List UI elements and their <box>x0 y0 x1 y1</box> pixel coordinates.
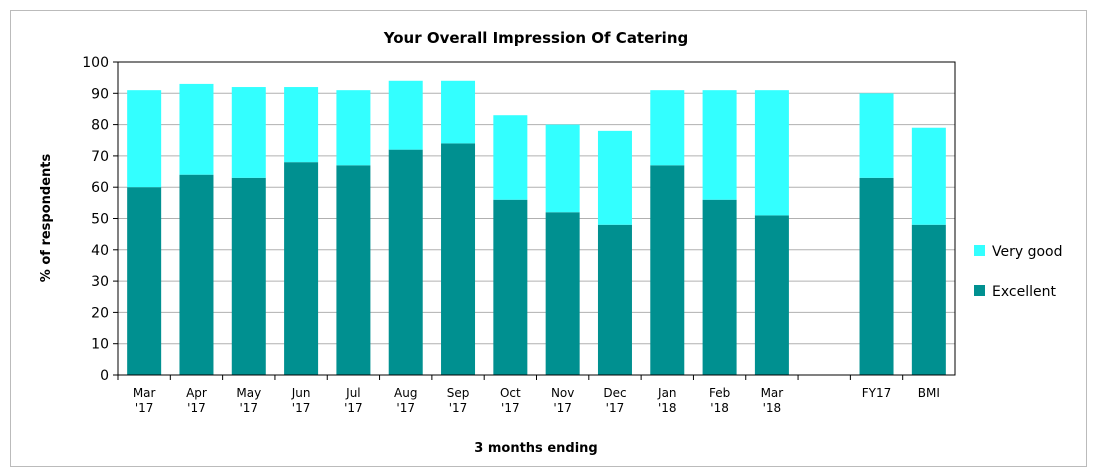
legend-swatch <box>974 285 985 296</box>
bar-segment <box>284 87 319 163</box>
legend-swatch <box>974 245 985 256</box>
x-tick-label: Feb '18 <box>709 386 730 415</box>
x-tick-label: Mar '17 <box>133 386 156 415</box>
y-tick-label: 40 <box>91 243 109 259</box>
bar-segment <box>597 130 632 225</box>
bar-segment <box>441 80 476 144</box>
x-tick-label: Jul '17 <box>344 386 363 415</box>
bar-segment <box>336 90 371 166</box>
bar-segment <box>127 90 162 188</box>
y-tick-label: 20 <box>91 305 109 321</box>
bar-segment <box>754 90 789 216</box>
x-tick-label: Jun '17 <box>291 386 311 415</box>
bar-segment <box>441 143 476 375</box>
bar-segment <box>493 115 528 200</box>
x-tick-label: Apr '17 <box>186 386 207 415</box>
x-tick-label: Dec '17 <box>603 386 626 415</box>
bar-segment <box>597 224 632 375</box>
bar-segment <box>545 212 580 375</box>
bar-segment <box>911 127 946 225</box>
bar-segment <box>231 177 266 375</box>
bar-segment <box>650 90 685 166</box>
x-tick-label: Sep '17 <box>447 386 470 415</box>
y-tick-label: 10 <box>91 337 109 353</box>
y-tick-label: 70 <box>91 149 109 165</box>
y-tick-label: 50 <box>91 212 109 228</box>
bar-segment <box>650 165 685 375</box>
x-tick-label: Aug '17 <box>394 386 417 415</box>
bar-segment <box>388 80 423 150</box>
bar-segment <box>179 174 214 375</box>
bar-segment <box>493 199 528 375</box>
chart-title: Your Overall Impression Of Catering <box>383 29 688 47</box>
plot-border <box>117 61 956 376</box>
legend-label: Excellent <box>992 284 1056 300</box>
y-tick-label: 80 <box>91 118 109 134</box>
bar-segment <box>859 93 894 178</box>
x-tick-label: Oct '17 <box>500 386 521 415</box>
bar-segment <box>702 90 737 200</box>
y-tick-label: 100 <box>82 55 109 71</box>
x-tick-label: FY17 <box>862 386 892 400</box>
y-tick-label: 0 <box>100 368 109 384</box>
bar-segment <box>179 83 214 175</box>
legend-label: Very good <box>992 244 1063 260</box>
y-tick-label: 60 <box>91 180 109 196</box>
bar-segment <box>545 124 580 213</box>
bar-segment <box>336 165 371 375</box>
bar-segment <box>911 224 946 375</box>
bar-segment <box>127 187 162 375</box>
bar-segment <box>388 149 423 375</box>
y-tick-label: 30 <box>91 274 109 290</box>
y-axis-title: % of respondents <box>39 154 54 283</box>
bar-segment <box>859 177 894 375</box>
bar-segment <box>702 199 737 375</box>
x-tick-label: May '17 <box>236 386 261 415</box>
x-axis-title: 3 months ending <box>474 441 597 456</box>
x-tick-label: Mar '18 <box>761 386 784 415</box>
bar-segment <box>231 87 266 178</box>
x-tick-label: Jan '18 <box>657 386 677 415</box>
bar-segment <box>284 162 319 375</box>
y-tick-label: 90 <box>91 86 109 102</box>
x-tick-label: Nov '17 <box>551 386 574 415</box>
bar-segment <box>754 215 789 375</box>
x-tick-label: BMI <box>918 386 940 400</box>
